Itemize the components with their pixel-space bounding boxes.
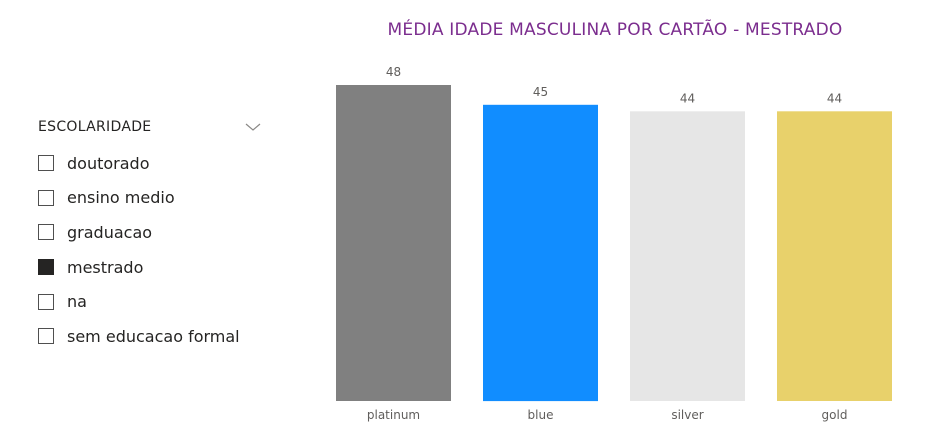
x-tick-label-silver: silver xyxy=(671,408,703,422)
bar-platinum[interactable] xyxy=(336,85,451,401)
data-label-platinum: 48 xyxy=(386,65,401,79)
checkbox[interactable] xyxy=(38,155,54,172)
slicer-item-doutorado[interactable]: doutorado xyxy=(38,146,268,181)
slicer-title: ESCOLARIDADE xyxy=(38,119,152,135)
slicer-item-label: graduacao xyxy=(67,222,153,242)
x-tick-label-blue: blue xyxy=(528,408,554,422)
x-tick-label-platinum: platinum xyxy=(367,408,420,422)
slicer-item-sem-educacao-formal[interactable]: sem educacao formal xyxy=(38,319,268,354)
slicer-item-graduacao[interactable]: graduacao xyxy=(38,215,268,250)
data-label-gold: 44 xyxy=(827,91,842,105)
checkbox[interactable] xyxy=(38,259,54,276)
slicer-list: doutorado ensino medio graduacao mestrad… xyxy=(38,146,268,354)
bar-silver[interactable] xyxy=(630,111,745,402)
slicer-item-label: doutorado xyxy=(67,153,150,173)
checkbox[interactable] xyxy=(38,224,54,241)
bar-blue[interactable] xyxy=(483,104,598,402)
slicer-item-label: ensino medio xyxy=(67,188,175,208)
slicer-header[interactable]: ESCOLARIDADE xyxy=(38,116,268,138)
slicer-item-mestrado[interactable]: mestrado xyxy=(38,250,268,285)
chart-title: MÉDIA IDADE MASCULINA POR CARTÃO - MESTR… xyxy=(387,20,843,40)
bar-gold[interactable] xyxy=(777,111,892,402)
x-tick-label-gold: gold xyxy=(822,408,848,422)
slicer-item-label: na xyxy=(67,292,87,312)
escolaridade-slicer: ESCOLARIDADE doutorado ensino medio grad… xyxy=(38,116,268,354)
checkbox[interactable] xyxy=(38,189,54,206)
data-label-silver: 44 xyxy=(680,91,695,105)
chevron-down-icon[interactable] xyxy=(244,121,262,133)
checkbox[interactable] xyxy=(38,328,54,345)
slicer-item-label: sem educacao formal xyxy=(67,326,240,346)
slicer-item-label: mestrado xyxy=(67,257,144,277)
slicer-item-na[interactable]: na xyxy=(38,284,268,319)
checkbox[interactable] xyxy=(38,293,54,310)
slicer-item-ensino-medio[interactable]: ensino medio xyxy=(38,181,268,216)
data-label-blue: 45 xyxy=(533,85,548,99)
